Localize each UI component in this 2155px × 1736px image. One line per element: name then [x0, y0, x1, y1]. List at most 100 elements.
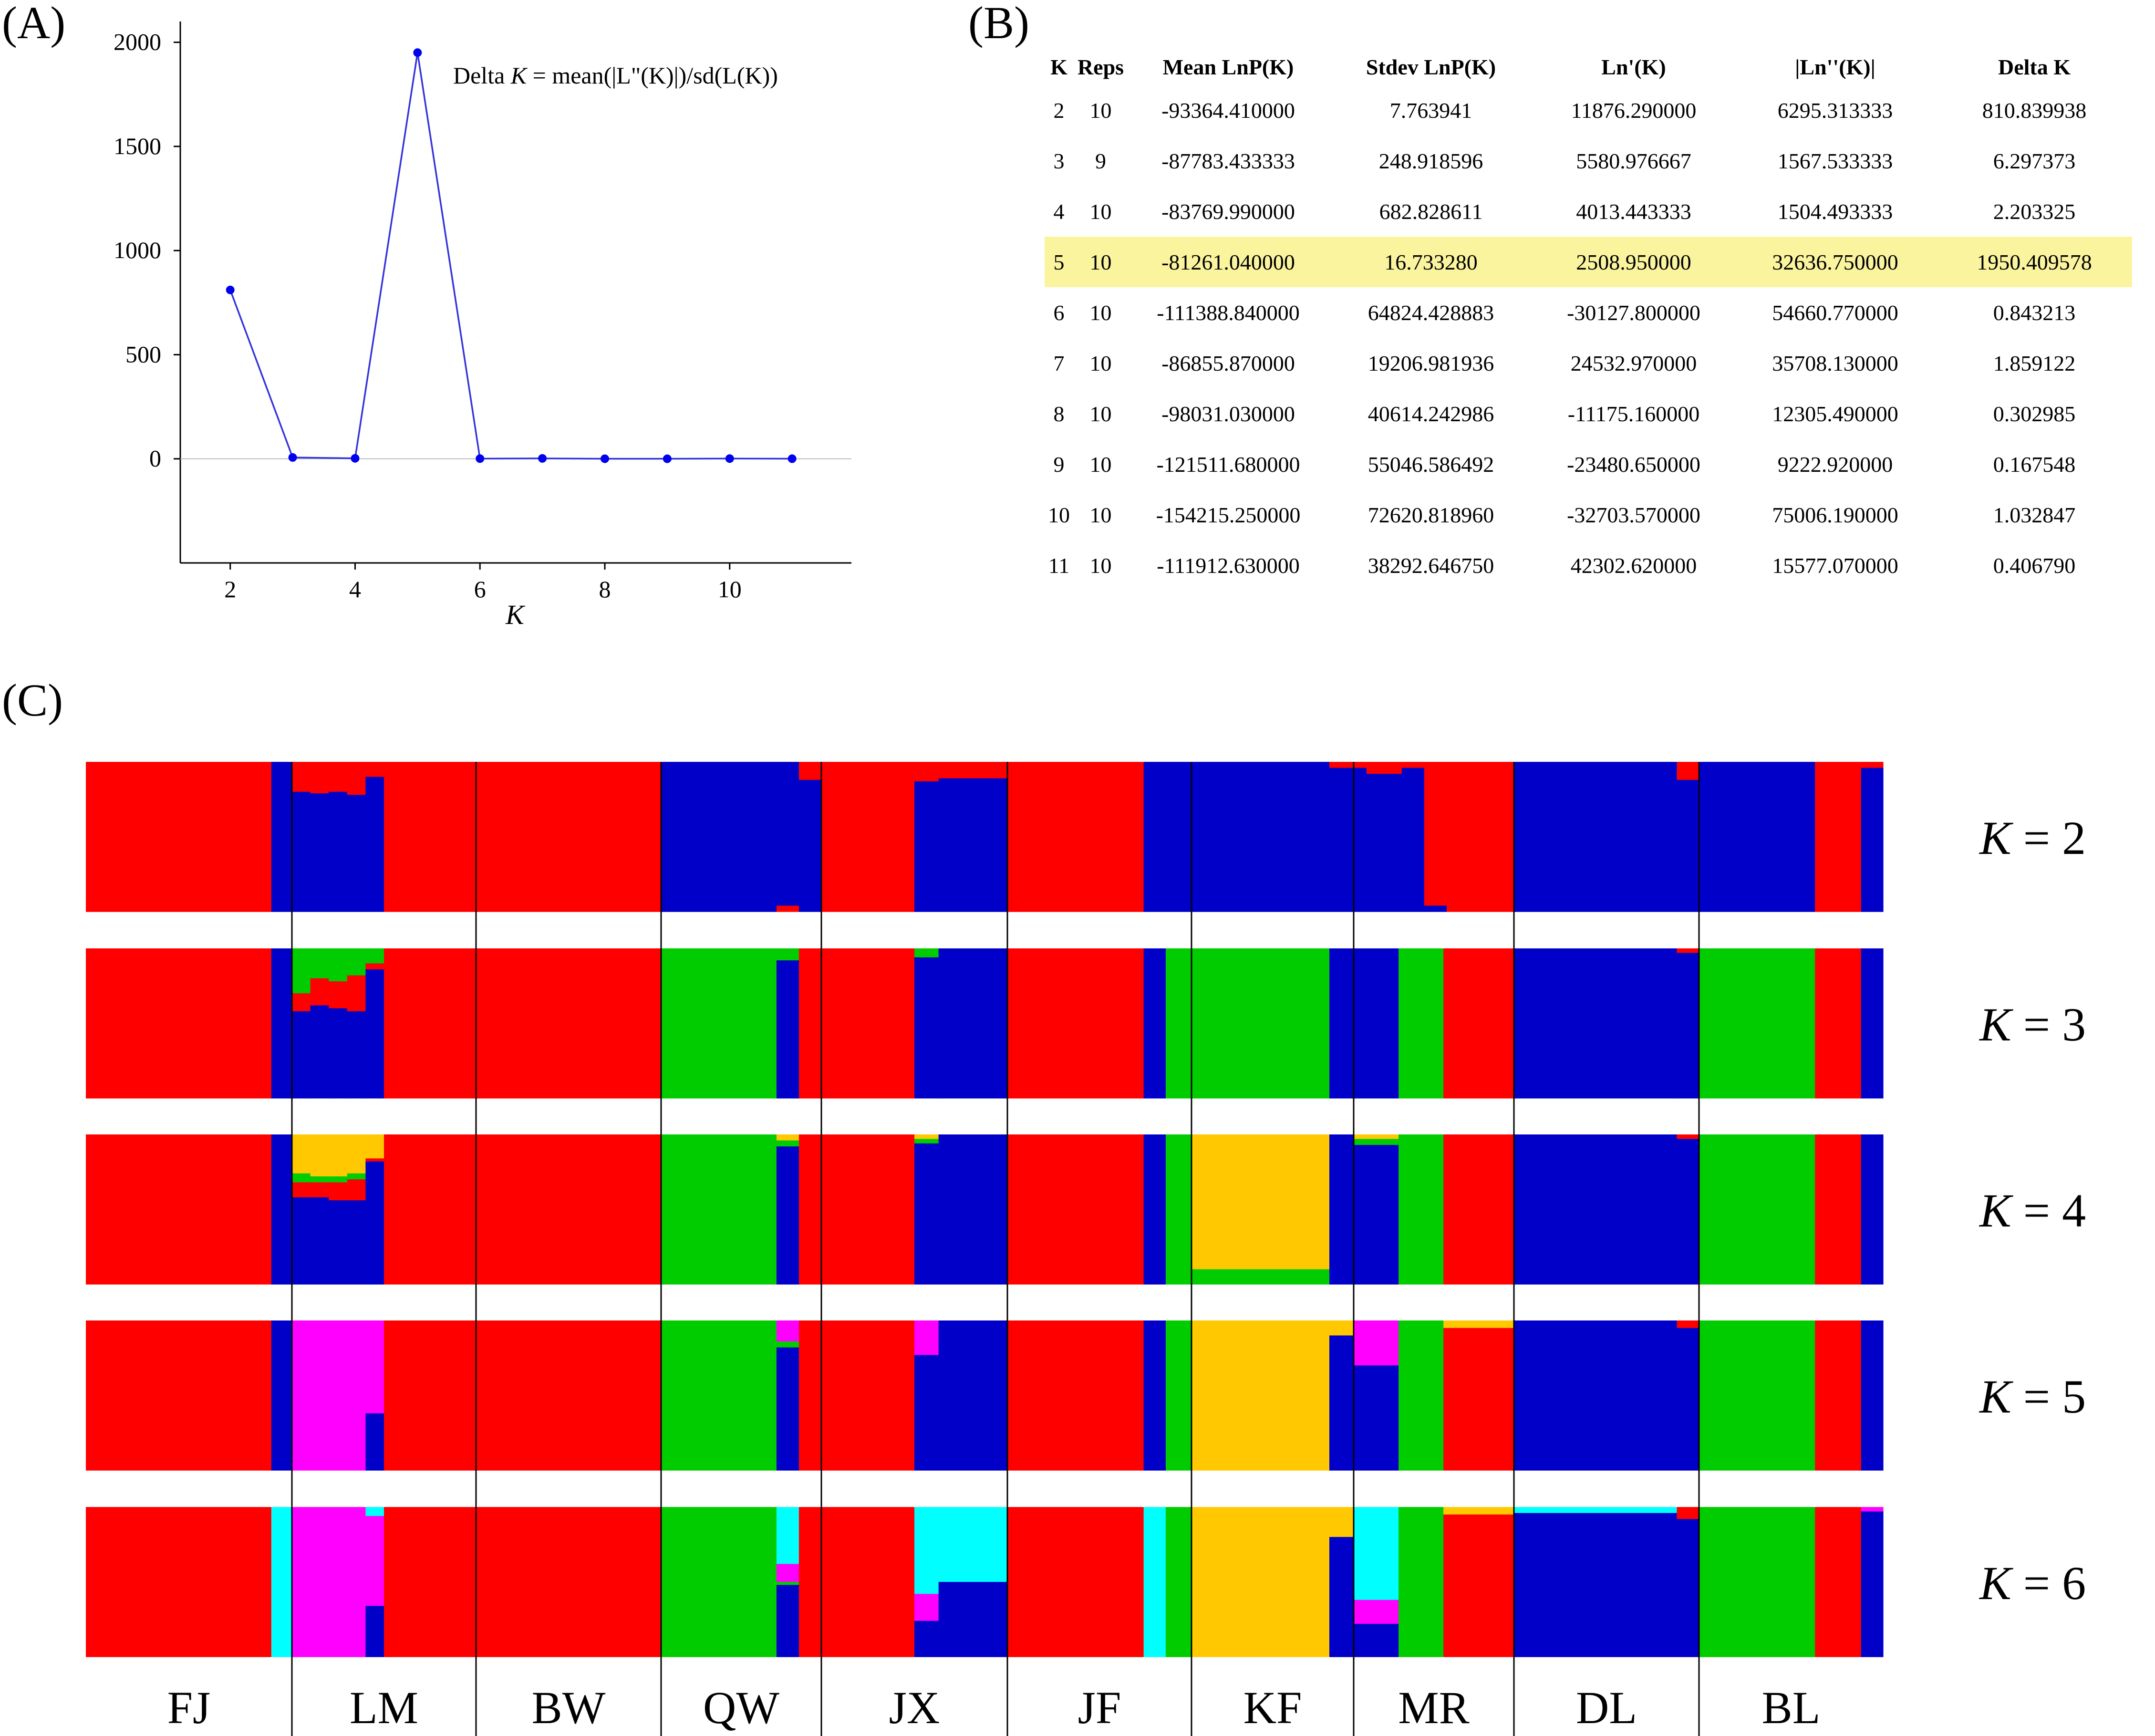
ancestry-segment	[365, 1161, 384, 1285]
ancestry-segment	[1191, 762, 1330, 912]
ancestry-segment	[271, 948, 292, 1099]
ancestry-segment	[1514, 1320, 1678, 1471]
ancestry-segment	[292, 1011, 311, 1099]
table-cell: 1567.533333	[1777, 148, 1893, 173]
ancestry-segment	[365, 948, 384, 964]
table-cell: 682.828611	[1379, 199, 1483, 224]
ancestry-segment	[661, 948, 777, 1099]
ancestry-segment	[776, 1134, 799, 1141]
ancestry-segment	[365, 1507, 384, 1517]
ancestry-segment	[1191, 948, 1330, 1099]
ancestry-segment	[365, 777, 384, 912]
k-label-value: = 4	[2011, 1184, 2086, 1237]
ancestry-segment	[1366, 762, 1402, 774]
ancestry-segment	[1861, 1320, 1884, 1471]
structure-row-k2	[86, 762, 1884, 912]
ancestry-segment	[1143, 762, 1192, 912]
table-cell: 8	[1053, 401, 1065, 426]
ancestry-segment	[365, 1606, 384, 1657]
k-label: K = 2	[1979, 811, 2086, 864]
table-cell: 2	[1053, 98, 1065, 123]
ancestry-segment	[1861, 768, 1884, 912]
table-cell: 9	[1053, 452, 1065, 477]
k-label: K = 3	[1979, 998, 2086, 1051]
population-label: MR	[1398, 1682, 1469, 1733]
ancestry-segment	[776, 1341, 799, 1348]
ancestry-segment	[1354, 768, 1367, 912]
ancestry-segment	[798, 780, 822, 912]
x-tick-label: 2	[224, 576, 236, 603]
ancestry-segment	[1699, 948, 1815, 1099]
k-label-value: = 6	[2011, 1557, 2086, 1610]
delta-k-formula: Delta K = mean(|L"(K)|)/sd(L(K))	[453, 62, 778, 89]
ancestry-segment	[347, 1179, 366, 1201]
ancestry-segment	[292, 1182, 311, 1198]
ancestry-segment	[1143, 1507, 1166, 1657]
table-cell: 6	[1053, 300, 1065, 325]
data-point	[226, 285, 235, 294]
population-label: BW	[532, 1682, 606, 1733]
ancestry-segment	[329, 1176, 348, 1183]
data-point	[413, 48, 422, 57]
ancestry-segment	[776, 948, 799, 961]
ancestry-segment	[1143, 948, 1166, 1099]
ancestry-segment	[1677, 1320, 1699, 1329]
table-cell: 7	[1053, 351, 1065, 375]
structure-row-k3	[86, 948, 1884, 1099]
panel-c-label: (C)	[2, 675, 63, 726]
ancestry-segment	[914, 948, 939, 958]
ancestry-segment	[292, 1197, 311, 1285]
y-tick-label: 1500	[114, 133, 161, 159]
ancestry-segment	[310, 1182, 329, 1198]
data-point	[351, 454, 360, 463]
table-cell: 3	[1053, 148, 1065, 173]
ancestry-segment	[1443, 948, 1514, 1099]
ancestry-segment	[86, 1320, 272, 1471]
table-cell: -111912.630000	[1157, 553, 1300, 578]
ancestry-segment	[1007, 1320, 1144, 1471]
ancestry-segment	[1514, 1134, 1678, 1285]
table-cell: 2.203325	[1993, 199, 2076, 224]
table-cell: -111388.840000	[1157, 300, 1300, 325]
table-cell: -83769.990000	[1161, 199, 1295, 224]
ancestry-segment	[1514, 948, 1678, 1099]
table-cell: -81261.040000	[1128, 237, 1328, 287]
ancestry-segment	[365, 963, 384, 970]
ancestry-segment	[347, 1011, 366, 1099]
data-point	[601, 454, 610, 463]
ancestry-segment	[821, 762, 915, 912]
ancestry-segment	[329, 1134, 348, 1177]
ancestry-segment	[1191, 1134, 1330, 1270]
ancestry-segment	[310, 1197, 329, 1285]
table-header-row: K Reps Mean LnP(K) Stdev LnP(K) Ln'(K) |Ln''(…	[1045, 49, 2132, 85]
ancestry-segment	[476, 1320, 662, 1471]
ancestry-segment	[1165, 948, 1192, 1099]
table-header-cell: Ln'(K)	[1601, 54, 1666, 79]
panel-a-label: (A)	[2, 0, 66, 48]
data-point	[288, 453, 297, 462]
table-cell: -86855.870000	[1161, 351, 1295, 375]
ancestry-segment	[1677, 780, 1699, 912]
ancestry-segment	[914, 1320, 939, 1355]
ancestry-segment	[1329, 1335, 1354, 1471]
ancestry-segment	[86, 948, 272, 1099]
ancestry-segment	[1354, 1507, 1399, 1601]
table-cell: 10	[1089, 502, 1112, 527]
ancestry-segment	[1354, 1320, 1399, 1366]
ancestry-segment	[292, 1134, 311, 1174]
table-row: 4 10 -83769.990000 682.828611 4013.443333 150…	[1045, 186, 2132, 237]
ancestry-segment	[1424, 905, 1447, 912]
ancestry-segment	[938, 1507, 1008, 1582]
table-cell: 55046.586492	[1368, 452, 1494, 477]
table-cell: 12305.490000	[1772, 401, 1898, 426]
table-row: 8 10 -98031.030000 40614.242986 -11175.16000…	[1045, 388, 2132, 439]
ancestry-segment	[776, 1564, 799, 1582]
table-cell: 19206.981936	[1368, 351, 1494, 375]
ancestry-segment	[821, 1134, 915, 1285]
data-point	[725, 454, 734, 463]
ancestry-segment	[1329, 1507, 1354, 1538]
table-header-cell: Mean LnP(K)	[1162, 54, 1294, 79]
table-cell: 9	[1095, 148, 1106, 173]
ancestry-segment	[1443, 1514, 1514, 1657]
